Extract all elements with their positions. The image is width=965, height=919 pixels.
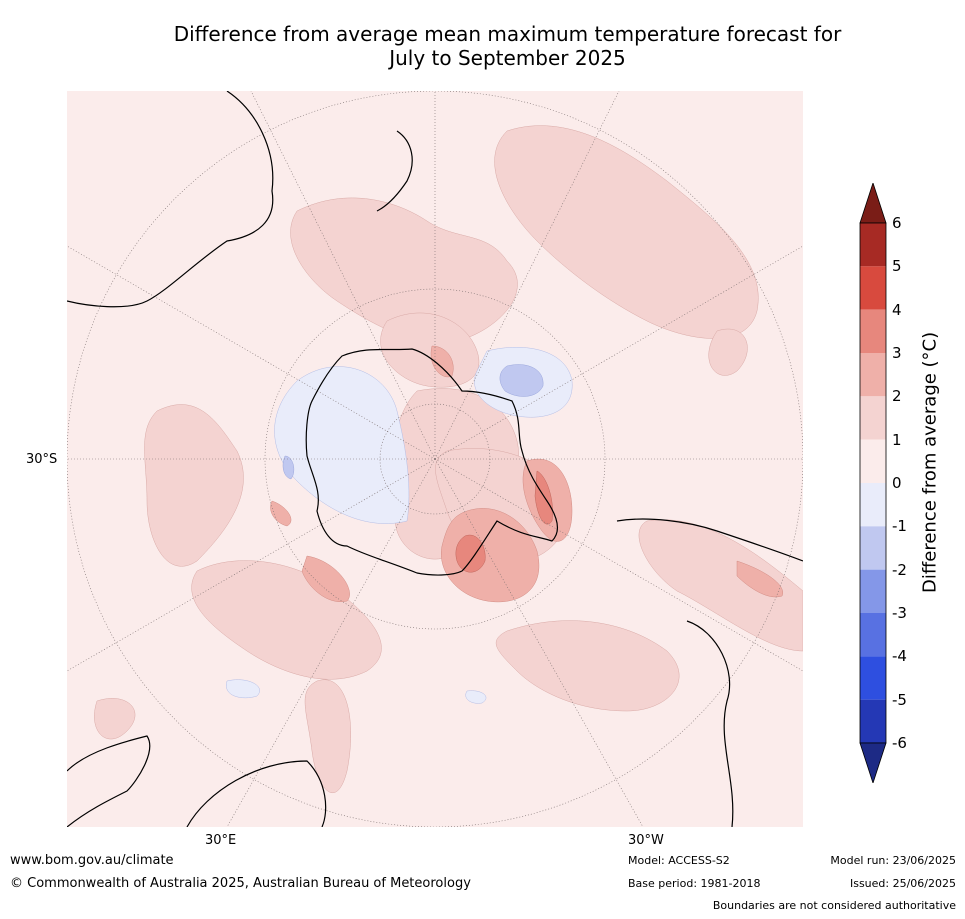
colorbar-tick-label: 2 (892, 387, 902, 406)
model-text: Model: ACCESS-S2 (628, 854, 730, 867)
anomaly-band-minus1-minus2 (282, 364, 544, 480)
colorbar-tick-label: 6 (892, 214, 902, 232)
anomaly-band-3-4 (455, 470, 553, 573)
lat-label-30s: 30°S (26, 452, 58, 467)
colorbar-tick-label: 3 (892, 344, 902, 362)
colorbar-segment (860, 613, 886, 657)
graticule (67, 91, 803, 827)
colorbar-segment (860, 656, 886, 700)
colorbar-tick-label: -2 (892, 560, 907, 579)
colorbar-tick-label: 4 (892, 300, 902, 319)
colorbar-segment (860, 699, 886, 743)
chart-title: Difference from average mean maximum tem… (60, 22, 955, 70)
colorbar-tick-label: -5 (892, 690, 907, 709)
lon-label-30e: 30°E (205, 833, 237, 848)
colorbar-segment (860, 439, 886, 483)
colorbar-title: Difference from average (°C) (919, 331, 941, 593)
australia-coast (67, 91, 274, 308)
colorbar-tick-label: -1 (892, 517, 907, 536)
colorbar-tick-label: 5 (892, 257, 902, 276)
colorbar-segment (860, 569, 886, 613)
south-america-coast (616, 518, 803, 562)
colorbar-tick-label: -4 (892, 647, 907, 666)
colorbar-segment (860, 266, 886, 310)
title-line-1: Difference from average mean maximum tem… (173, 22, 842, 46)
anomaly-band-1-2 (94, 125, 803, 794)
colorbar-segment (860, 223, 886, 267)
base-period-text: Base period: 1981-2018 (628, 877, 761, 890)
colorbar-tick-label: -6 (892, 734, 907, 752)
colorbar-segment (860, 309, 886, 353)
issued-text: Issued: 25/06/2025 (849, 877, 956, 890)
website-link[interactable]: www.bom.gov.au/climate (10, 853, 174, 868)
lon-label-30w: 30°W (628, 833, 664, 848)
colorbar-segment (860, 526, 886, 570)
new-zealand-coast (376, 130, 413, 212)
title-line-2: July to September 2025 (389, 46, 626, 70)
africa-coast (67, 735, 151, 827)
colorbar-tick-label: -3 (892, 604, 907, 622)
colorbar-tick-label: 0 (892, 474, 902, 492)
colorbar-tick-label: 1 (892, 430, 902, 449)
forecast-map (67, 91, 803, 827)
colorbar-segment (860, 483, 886, 527)
model-run-text: Model run: 23/06/2025 (830, 854, 956, 867)
colorbar-extend-max (859, 183, 887, 224)
colorbar-segment (860, 353, 886, 397)
colorbar (859, 183, 887, 783)
copyright-text: © Commonwealth of Australia 2025, Austra… (10, 876, 471, 891)
colorbar-extend-min (859, 742, 887, 783)
colorbar-segment (860, 396, 886, 440)
disclaimer-text: Boundaries are not considered authoritat… (712, 899, 956, 912)
anomaly-band-2-3 (270, 345, 784, 603)
antarctica-coast (305, 348, 559, 576)
coastlines (67, 91, 803, 827)
